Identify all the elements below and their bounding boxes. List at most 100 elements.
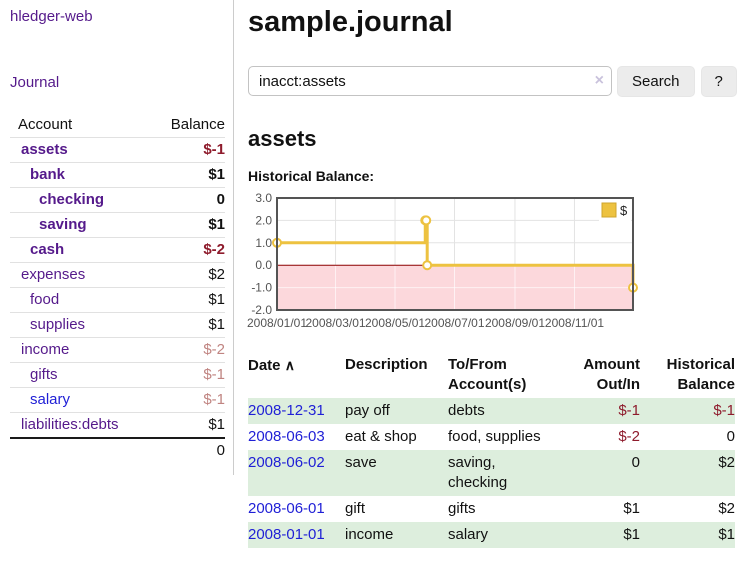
accounts-header-balance: Balance [153, 113, 225, 138]
transaction-date-link[interactable]: 2008-12-31 [248, 402, 325, 419]
journal-header-balance[interactable]: Historical Balance [666, 356, 735, 393]
transaction-description: income [345, 522, 448, 548]
account-balance: $-2 [153, 237, 225, 263]
transaction-accounts: saving, checking [448, 450, 558, 496]
journal-table: Date ∧ Description To/From Account(s) Am… [248, 354, 735, 548]
app-title-link[interactable]: hledger-web [10, 8, 93, 25]
main-content: sample.journal × Search ? assets Histori… [234, 0, 742, 548]
transaction-amount: $-1 [558, 398, 640, 424]
transaction-balance: $2 [640, 450, 735, 496]
transaction-amount: $1 [623, 500, 640, 517]
chart-data-point [422, 260, 433, 271]
account-link[interactable]: food [30, 291, 60, 308]
account-cell: assets [10, 137, 154, 163]
chart-ytick-label: 1.0 [255, 236, 272, 250]
account-link[interactable]: salary [30, 391, 71, 408]
account-row: liabilities:debts $1 [10, 412, 225, 439]
transaction-accounts: salary [448, 522, 558, 548]
account-link[interactable]: supplies [30, 316, 86, 333]
sort-asc-icon: ∧ [284, 357, 295, 373]
account-row: bank $1 [10, 162, 225, 188]
search-button[interactable]: Search [617, 66, 695, 97]
account-cell: saving [10, 212, 154, 238]
accounts-total-spacer [10, 437, 154, 463]
account-link[interactable]: bank [30, 166, 66, 183]
chart-ytick-label: 2.0 [255, 213, 272, 227]
chart-title: Historical Balance: [248, 168, 375, 184]
account-link[interactable]: assets [21, 141, 68, 158]
chart-ytick-label: -2.0 [251, 303, 272, 317]
account-balance: $-1 [153, 387, 225, 413]
chart-xtick-label: 2008/09/01 [485, 316, 545, 330]
transaction-date: 2008-06-02 [248, 450, 345, 496]
search-input[interactable] [248, 66, 612, 96]
account-cell: liabilities:debts [10, 412, 154, 439]
historical-balance-chart: $3.0 2.0 1.0 0.0 -1.0 -2.02008/01/012008/03/0… [247, 191, 638, 330]
account-link[interactable]: cash [30, 241, 65, 258]
search-input-wrap: × [248, 66, 612, 97]
journal-header-description[interactable]: Description [345, 356, 428, 373]
page-title: sample.journal [248, 6, 453, 38]
account-cell: bank [10, 162, 154, 188]
clear-search-icon[interactable]: × [594, 72, 604, 89]
account-balance: $2 [153, 262, 225, 288]
account-link[interactable]: liabilities:debts [21, 416, 119, 433]
journal-header-accounts[interactable]: To/From Account(s) [448, 356, 527, 393]
account-cell: expenses [10, 262, 154, 288]
transaction-accounts: food, supplies [448, 428, 541, 445]
account-row: expenses $2 [10, 262, 225, 288]
journal-link[interactable]: Journal [10, 74, 60, 91]
account-link[interactable]: checking [39, 191, 105, 208]
account-row: food $1 [10, 287, 225, 313]
help-button[interactable]: ? [700, 66, 737, 97]
journal-row: 2008-01-01 income salary $1 $1 [248, 522, 735, 548]
sidebar-nav: Journal [10, 74, 225, 91]
account-row: saving $1 [10, 212, 225, 238]
transaction-balance: $1 [640, 522, 735, 548]
journal-row: 2008-06-02 save saving, checking 0 $2 [248, 450, 735, 496]
transaction-description: gift [345, 500, 366, 517]
accounts-total-row: 0 [10, 437, 225, 463]
account-link[interactable]: saving [39, 216, 87, 233]
search-form: × Search ? [248, 66, 737, 97]
account-balance: $-1 [153, 362, 225, 388]
journal-row: 2008-06-03 eat & shop food, supplies $-2 0 [248, 424, 735, 450]
register-heading: assets [248, 126, 317, 151]
account-row: supplies $1 [10, 312, 225, 338]
journal-row: 2008-06-01 gift gifts $1 $2 [248, 496, 735, 522]
transaction-description: save [345, 450, 448, 496]
transaction-date-link[interactable]: 2008-01-01 [248, 526, 325, 543]
account-cell: cash [10, 237, 154, 263]
accounts-header-account: Account [10, 113, 154, 138]
transaction-description: eat & shop [345, 428, 417, 445]
chart-legend-label: $ [620, 203, 628, 218]
journal-header-date[interactable]: Date ∧ [248, 357, 295, 374]
account-link[interactable]: income [21, 341, 70, 358]
accounts-table: Account Balance assets $-1 bank $1 checking 0… [10, 113, 225, 463]
transaction-balance: 0 [726, 428, 735, 445]
chart-border [276, 197, 634, 311]
account-cell: gifts [10, 362, 154, 388]
transaction-date-link[interactable]: 2008-06-03 [248, 428, 325, 445]
journal-header-amount[interactable]: Amount Out/In [583, 356, 640, 393]
chart-xtick-label: 2008/07/01 [424, 316, 484, 330]
chart-data-point [421, 215, 432, 226]
account-link[interactable]: expenses [21, 266, 86, 283]
journal-table-body: 2008-12-31 pay off debts $-1 $-1 2008-06-03 ea… [248, 398, 735, 548]
chart-ytick-label: -1.0 [251, 281, 272, 295]
transaction-amount: 0 [558, 450, 640, 496]
account-link[interactable]: gifts [30, 366, 58, 383]
account-balance: $-2 [153, 337, 225, 363]
transaction-date: 2008-06-03 [248, 424, 345, 450]
chart-xtick-label: 2008/03/01 [305, 316, 365, 330]
account-cell: income [10, 337, 154, 363]
account-balance: 0 [153, 187, 225, 213]
transaction-balance: $-1 [640, 398, 735, 424]
journal-row: 2008-12-31 pay off debts $-1 $-1 [248, 398, 735, 424]
account-balance: $1 [153, 212, 225, 238]
chart-legend-swatch [601, 202, 617, 218]
account-cell: food [10, 287, 154, 313]
transaction-date-link[interactable]: 2008-06-01 [248, 500, 325, 517]
account-row: cash $-2 [10, 237, 225, 263]
transaction-date-link[interactable]: 2008-06-02 [248, 454, 325, 471]
